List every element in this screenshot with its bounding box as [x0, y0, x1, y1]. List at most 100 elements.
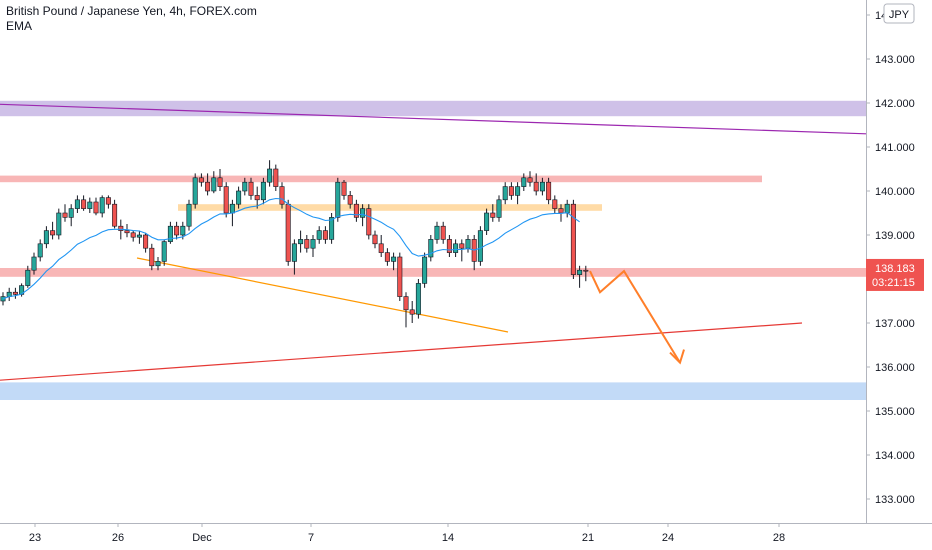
candle-body [93, 201, 99, 214]
upper-trendline [0, 103, 867, 135]
upper-zone [0, 100, 866, 117]
candle-body [502, 186, 508, 201]
candle-body [434, 225, 440, 240]
support-zone [0, 268, 866, 277]
ema-line [2, 197, 580, 300]
zones-layer [0, 100, 866, 400]
price-tick-label: 140.000 [875, 186, 915, 198]
candle-body [446, 239, 452, 253]
price-tick-label: 134.000 [875, 450, 915, 462]
candle-body [105, 197, 111, 205]
candle-body [260, 181, 266, 201]
candle-body [56, 212, 62, 236]
candle-body [515, 186, 521, 196]
candle-body [174, 225, 180, 236]
candle-body [143, 234, 149, 249]
candle-body [409, 309, 415, 315]
time-tick-label: 28 [773, 532, 785, 544]
candle-body [422, 256, 428, 284]
chart-legend: British Pound / Japanese Yen, 4h, FOREX.… [6, 4, 257, 34]
candle-body [329, 217, 335, 240]
candle-body [87, 201, 93, 209]
indicator-label[interactable]: EMA [6, 19, 33, 33]
candles-layer [0, 160, 589, 328]
candle-body [496, 199, 502, 218]
time-tick-label: 14 [442, 532, 454, 544]
candle-body [223, 186, 229, 214]
candle-body [68, 208, 74, 218]
candle-body [149, 247, 155, 267]
candle-body [31, 256, 37, 271]
lower-trendline [0, 322, 803, 381]
currency-badge[interactable] [883, 3, 915, 24]
candle-body [384, 252, 390, 262]
candle-body [118, 225, 124, 231]
time-tick-label: 26 [112, 532, 124, 544]
candle-body [236, 190, 242, 205]
candle-body [322, 230, 328, 240]
candle-body [316, 230, 322, 240]
candle-body [341, 181, 347, 196]
candle-body [453, 243, 459, 253]
symbol-title[interactable]: British Pound / Japanese Yen, 4h, FOREX.… [6, 4, 257, 18]
candle-body [459, 243, 465, 249]
candle-body [81, 199, 87, 209]
candle-body [428, 239, 434, 258]
candle-body [372, 234, 378, 245]
last-price-text: 138.183 [875, 263, 915, 275]
candle-body [112, 203, 118, 227]
price-tick-label: 139.000 [875, 230, 915, 242]
candle-body [552, 199, 558, 209]
candle-body [242, 181, 248, 192]
candle-body [583, 269, 589, 272]
candle-body [415, 283, 421, 315]
time-axis[interactable]: 23 26 Dec 7 14 21 24 28 [0, 523, 932, 544]
candle-body [136, 234, 142, 238]
candle-body [161, 241, 167, 262]
candle-body [527, 177, 533, 183]
candle-body [273, 168, 279, 187]
candle-body [378, 243, 384, 253]
candle-body [291, 243, 297, 262]
candle-body [539, 181, 545, 192]
price-tick-label: 136.000 [875, 362, 915, 374]
candle-body [267, 168, 273, 183]
candle-body [310, 239, 316, 249]
candle-body [304, 239, 310, 249]
candle-body [335, 181, 341, 218]
trendlines-layer [0, 103, 867, 381]
price-tick-label: 137.000 [875, 318, 915, 330]
candle-body [465, 239, 471, 249]
candle-body [248, 181, 254, 196]
candle-body [198, 177, 204, 183]
candle-body [217, 177, 223, 187]
candle-body [155, 261, 161, 267]
candle-body [353, 203, 359, 218]
candle-body [124, 230, 130, 234]
time-tick-label: 24 [662, 532, 674, 544]
badges-layer: JPY 138.183 03:21:15 [866, 3, 924, 291]
candle-body [391, 256, 397, 262]
candle-body [570, 203, 576, 275]
candle-body [490, 212, 496, 218]
candle-body [211, 177, 217, 192]
candle-body [484, 212, 490, 231]
time-tick-label: 21 [582, 532, 594, 544]
candle-body [533, 181, 539, 192]
candle-body [521, 177, 527, 187]
candle-body [477, 230, 483, 262]
candle-body [74, 199, 80, 209]
countdown-text: 03:21:15 [872, 277, 915, 289]
candle-body [37, 243, 43, 258]
time-tick-label: 23 [29, 532, 41, 544]
candle-body [546, 181, 552, 201]
candle-body [43, 230, 49, 245]
price-tick-label: 143.000 [875, 54, 915, 66]
candle-body [564, 203, 570, 214]
candle-body [558, 208, 564, 214]
candle-body [403, 296, 409, 311]
candle-body [285, 203, 291, 262]
candle-body [25, 269, 31, 286]
